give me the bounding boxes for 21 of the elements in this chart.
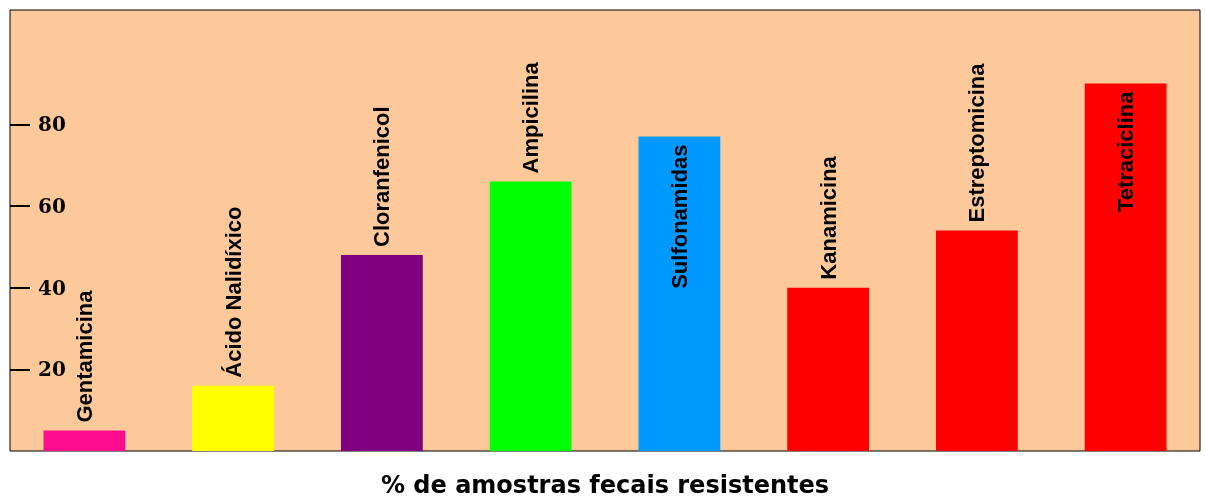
- x-tick-label: Ácido Nalidíxico: [220, 206, 246, 378]
- bar: [43, 430, 126, 451]
- x-tick-label: Sulfonamidas: [666, 144, 692, 289]
- y-tick-label: 40: [38, 275, 66, 300]
- bar: [1084, 83, 1167, 451]
- x-tick-label: Kanamicina: [815, 155, 841, 280]
- bar: [638, 136, 721, 451]
- x-tick-label: Estreptomicina: [964, 62, 990, 223]
- x-tick-label: Cloranfenicol: [369, 106, 395, 247]
- bar: [489, 181, 572, 451]
- x-tick-label: Gentamicina: [71, 289, 97, 423]
- y-tick-label: 20: [38, 357, 66, 382]
- bar: [192, 385, 275, 451]
- bar: [787, 287, 870, 451]
- y-tick-label: 60: [38, 194, 66, 218]
- bar: [340, 255, 423, 451]
- bar: [935, 230, 1018, 451]
- y-tick-label: 80: [38, 112, 66, 137]
- x-axis-title: % de amostras fecais resistentes: [380, 471, 830, 499]
- x-tick-label: Ampicilina: [518, 61, 544, 174]
- x-tick-label: Tetraciclina: [1113, 90, 1139, 213]
